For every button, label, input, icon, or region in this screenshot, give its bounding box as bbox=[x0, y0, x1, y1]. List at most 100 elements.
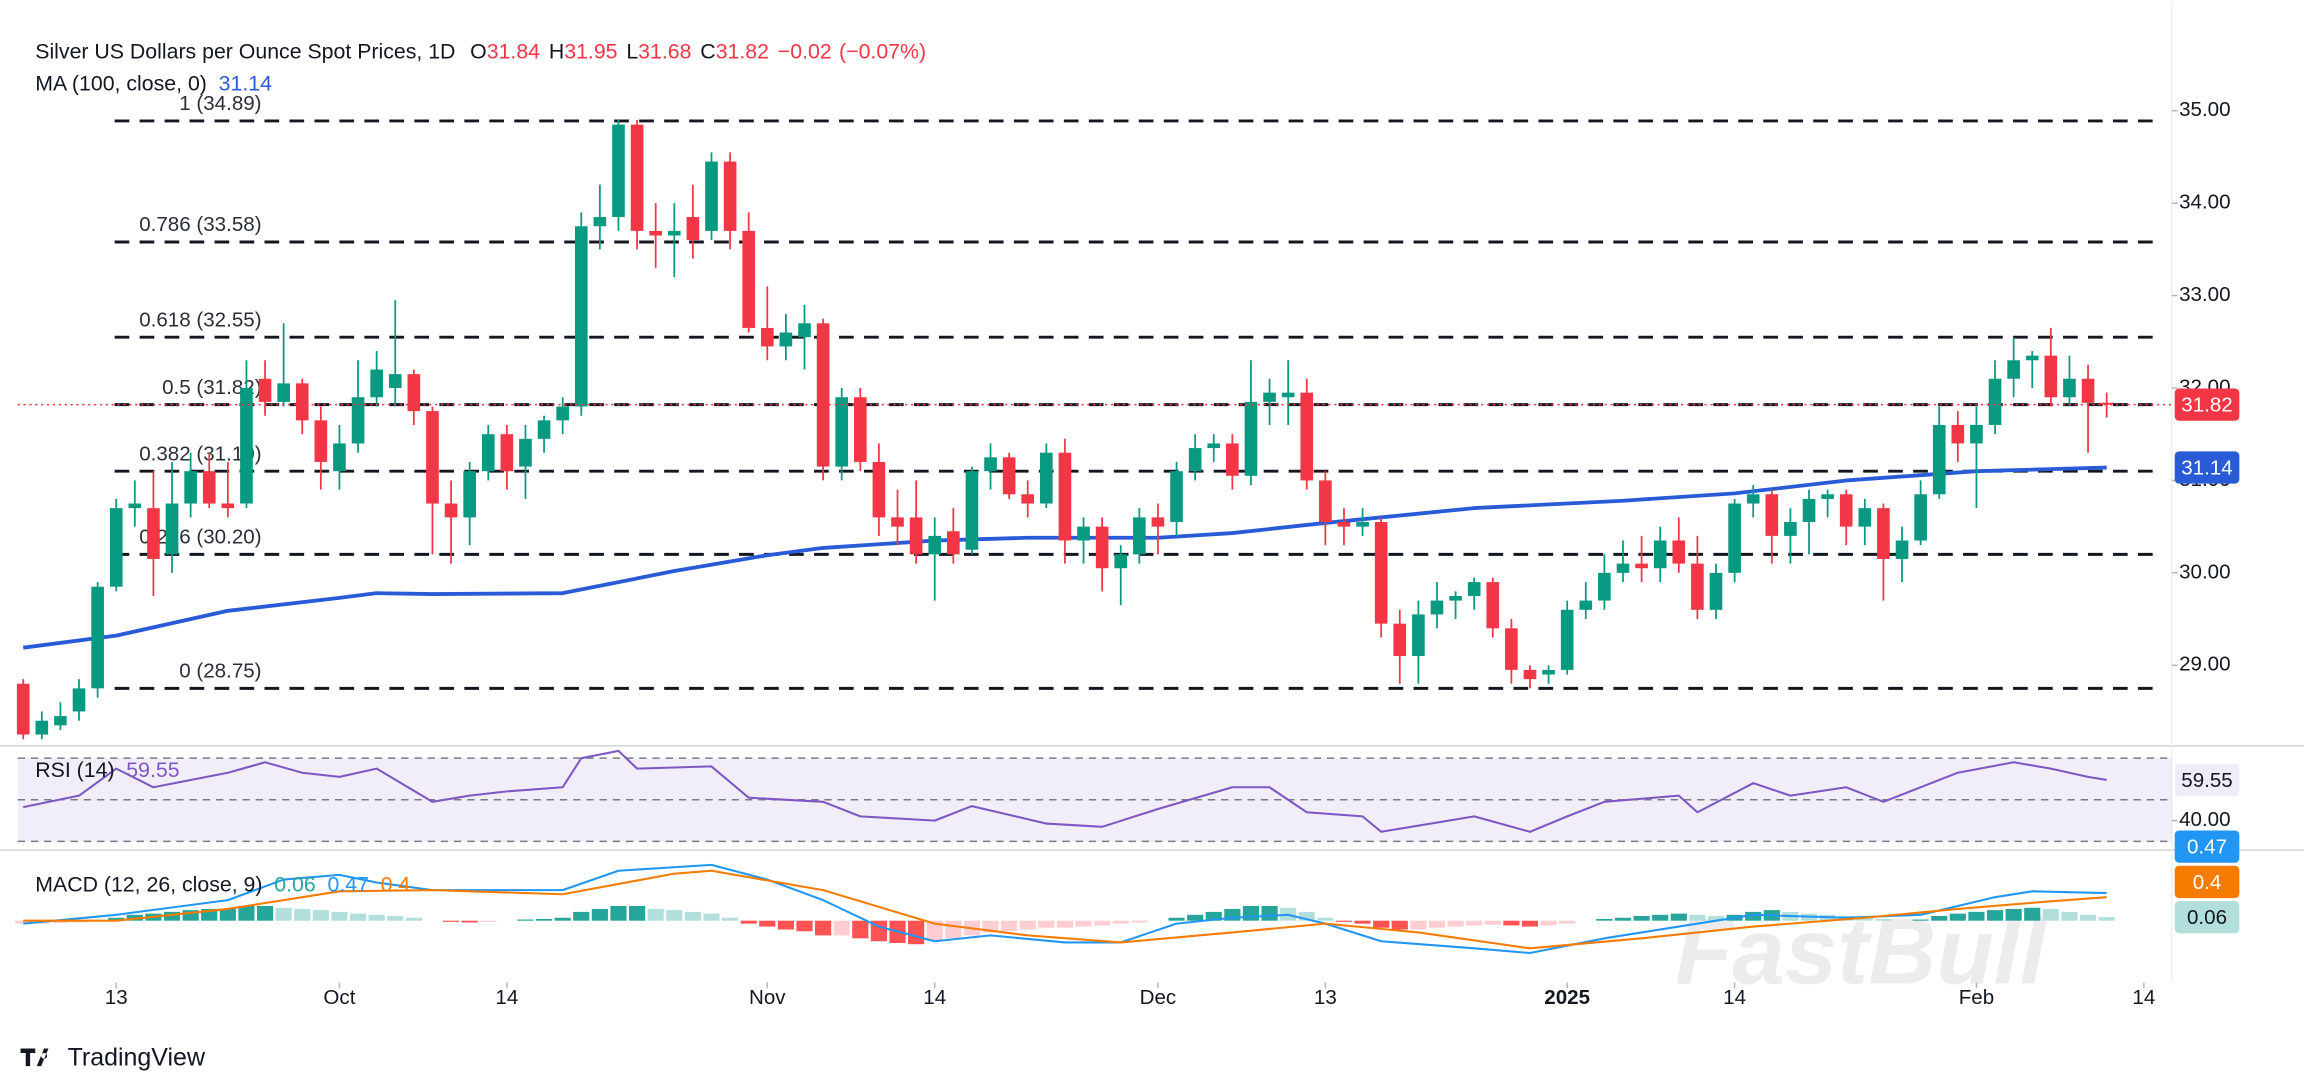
candle-body bbox=[1784, 522, 1797, 536]
candle-body bbox=[16, 683, 30, 735]
histogram-bar bbox=[1503, 920, 1520, 926]
candle-body bbox=[128, 503, 142, 509]
histogram-bar bbox=[796, 920, 813, 932]
candle-body bbox=[1188, 448, 1202, 472]
histogram-bar bbox=[1670, 913, 1687, 921]
candle-body bbox=[147, 508, 160, 559]
candle-body bbox=[240, 388, 253, 504]
histogram-bar bbox=[1168, 917, 1185, 921]
histogram-bar bbox=[1856, 917, 1873, 921]
candle-body bbox=[1895, 540, 1909, 559]
fib-label: 0.382 (31.10) bbox=[139, 442, 261, 465]
ohlc-key: C bbox=[700, 39, 715, 63]
candle-body bbox=[463, 471, 476, 518]
histogram-bar bbox=[1391, 920, 1408, 930]
histogram-bar bbox=[2005, 908, 2022, 921]
rsi-label: 59.55 bbox=[2181, 769, 2232, 792]
fib-label: 0.5 (31.82) bbox=[162, 376, 261, 399]
histogram-bar bbox=[1484, 920, 1501, 925]
histogram-bar bbox=[275, 907, 292, 921]
signal-label: 0.4 bbox=[2193, 871, 2222, 894]
fib-label: 1 (34.89) bbox=[179, 92, 261, 115]
histogram-bar bbox=[201, 908, 218, 921]
histogram-bar bbox=[294, 908, 311, 921]
candle-body bbox=[909, 517, 923, 555]
candle-body bbox=[519, 438, 532, 467]
histogram-bar bbox=[610, 906, 627, 921]
y-tick-label: 34.00 bbox=[2179, 191, 2230, 214]
histogram-bar bbox=[1019, 920, 1036, 930]
histogram-bar bbox=[982, 920, 999, 933]
histogram-bar bbox=[2061, 911, 2078, 921]
histogram-bar bbox=[517, 919, 534, 921]
candle-body bbox=[1393, 623, 1407, 657]
candle-body bbox=[91, 586, 104, 689]
macd-box bbox=[2174, 830, 2240, 863]
x-tick-label: 14 bbox=[1723, 986, 1746, 1009]
candle-body bbox=[277, 383, 290, 402]
candle-body bbox=[2025, 355, 2039, 361]
histogram-bar bbox=[405, 917, 422, 921]
candle-body bbox=[1095, 526, 1109, 569]
histogram-bar bbox=[163, 911, 181, 921]
histogram-bar bbox=[1261, 906, 1278, 921]
histogram-bar bbox=[1652, 914, 1669, 921]
x-tick-label: 14 bbox=[2132, 986, 2155, 1009]
candle-body bbox=[1598, 572, 1611, 601]
x-tick-label: 14 bbox=[923, 986, 946, 1009]
ohlc-value: 31.84 bbox=[487, 39, 540, 63]
candle-body bbox=[1412, 614, 1425, 657]
histogram-bar bbox=[1540, 920, 1557, 926]
candle-body bbox=[593, 217, 607, 227]
histogram-bar bbox=[777, 920, 794, 930]
candle-body bbox=[444, 503, 458, 518]
x-tick-label: 14 bbox=[495, 986, 518, 1009]
candle-body bbox=[1653, 540, 1667, 569]
ohlc-key: H bbox=[549, 39, 564, 63]
legend-text: Silver US Dollars per Ounce Spot Prices,… bbox=[35, 39, 926, 63]
legend-text: RSI (14) 59.55 bbox=[35, 757, 179, 781]
macd-value: 0.47 bbox=[327, 872, 368, 896]
histogram-bar bbox=[1707, 915, 1725, 921]
histogram-bar bbox=[1614, 917, 1632, 921]
candle-body bbox=[1021, 494, 1035, 504]
histogram-bar bbox=[52, 920, 69, 924]
logo: TradingView bbox=[20, 1043, 206, 1071]
histogram-bar bbox=[1912, 919, 1929, 921]
x-tick-label: 13 bbox=[1314, 986, 1337, 1009]
candle-body bbox=[1560, 609, 1574, 670]
candle-body bbox=[649, 230, 663, 236]
candle-body bbox=[1170, 471, 1183, 523]
candle-body bbox=[1300, 392, 1314, 481]
brand: TradingView bbox=[68, 1043, 206, 1071]
histogram-bar bbox=[219, 908, 236, 921]
histogram-bar bbox=[722, 917, 739, 921]
candle-body bbox=[1877, 508, 1890, 559]
histogram-bar bbox=[554, 917, 571, 921]
ma-value: 31.14 bbox=[219, 71, 272, 95]
candle-body bbox=[1337, 522, 1351, 527]
histogram-bar bbox=[573, 911, 590, 921]
histogram-box bbox=[2174, 901, 2240, 934]
histogram-bar bbox=[1689, 914, 1706, 921]
signal-line bbox=[23, 869, 2107, 950]
candle-body bbox=[1226, 443, 1239, 476]
histogram-bar bbox=[945, 920, 962, 939]
candle-body bbox=[258, 378, 272, 402]
candle-body bbox=[35, 720, 49, 735]
candle-body bbox=[1802, 498, 1816, 523]
histogram-bar bbox=[480, 920, 497, 922]
histogram-bar bbox=[666, 910, 683, 921]
candle-body bbox=[2100, 402, 2113, 405]
histogram-bar bbox=[1466, 920, 1483, 926]
candle-body bbox=[388, 374, 402, 389]
candle-body bbox=[1077, 526, 1090, 541]
candle-body bbox=[853, 397, 867, 462]
candle-body bbox=[351, 397, 365, 444]
candle-body bbox=[612, 124, 625, 218]
x-tick-label: 13 bbox=[105, 986, 128, 1009]
legend-text: MACD (12, 26, close, 9) 0.06 0.47 0.4 bbox=[35, 872, 410, 896]
histogram-bar bbox=[1633, 915, 1650, 921]
candle-body bbox=[742, 230, 756, 328]
